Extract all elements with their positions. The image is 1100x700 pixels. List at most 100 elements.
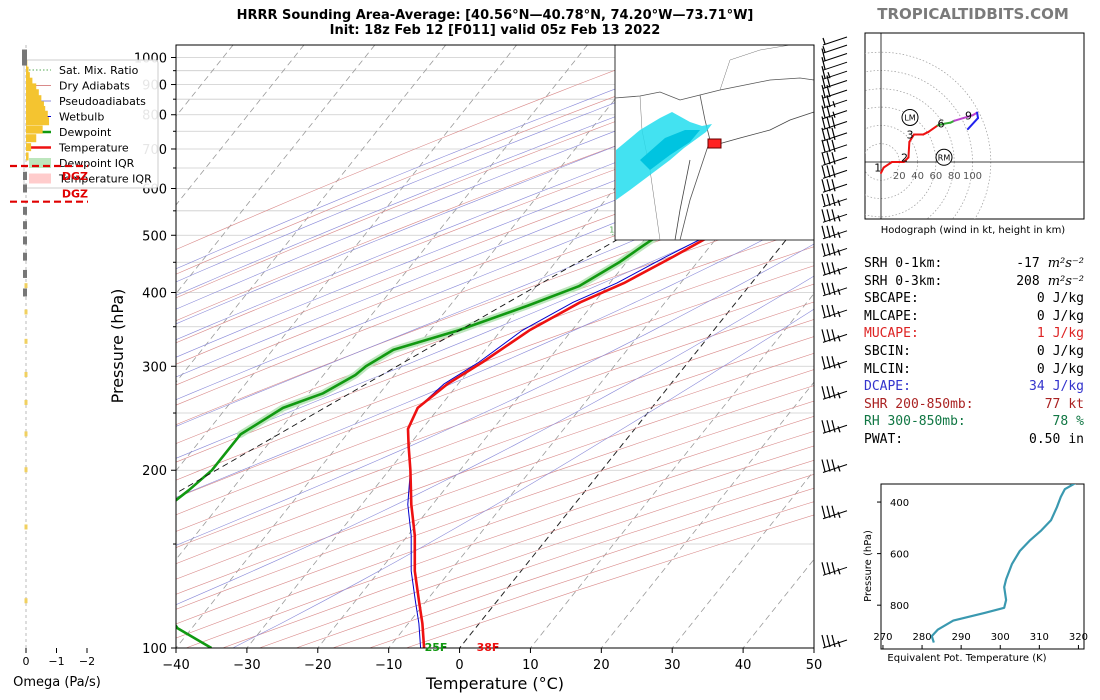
omega-bar: [26, 101, 44, 110]
wetbulb-line: [407, 167, 814, 648]
omega-axis-label: Omega (Pa/s): [13, 675, 101, 690]
wind-barb-shaft: [822, 144, 848, 154]
wind-barb-flag: [831, 127, 836, 141]
omega-bar: [23, 184, 27, 193]
legend-box: [23, 59, 159, 189]
hodograph-height-label: 6: [938, 118, 945, 131]
isotherm-line: [176, 45, 659, 648]
dry-adiabat-line: [176, 283, 814, 516]
param-number: 0: [1036, 308, 1045, 324]
param-value: 0 J/kg: [1037, 290, 1084, 308]
dry-adiabat-line: [176, 400, 814, 625]
param-unit: J/kg: [1052, 291, 1084, 307]
wind-barb-flag: [821, 262, 826, 275]
hodograph-segment: [966, 117, 979, 131]
theta-y-tick-label: 800: [890, 601, 909, 612]
wind-barb-half-flag: [832, 100, 836, 108]
wind-barb-shaft: [822, 70, 848, 80]
param-value: 1 J/kg: [1037, 325, 1084, 343]
dgz-label: DGZ: [62, 170, 88, 183]
x-tick-label: −10: [375, 658, 402, 673]
dry-adiabat-line: [176, 336, 814, 564]
isotherm-line: [246, 45, 730, 648]
wind-barb-flag: [831, 505, 836, 518]
wind-barb-half-flag: [837, 335, 841, 342]
dry-adiabat-line: [176, 227, 814, 463]
wind-barb-flag: [831, 165, 836, 178]
wind-barb-half-flag: [837, 426, 841, 433]
wind-barb-flag: [831, 304, 836, 318]
map-state-line: [719, 44, 791, 91]
theta-e-line: [930, 484, 1077, 643]
wind-barb-half-flag: [837, 465, 841, 472]
omega-bar: [24, 598, 28, 604]
wind-barb-flag: [831, 282, 836, 295]
location-marker: [707, 138, 722, 149]
wind-barb-half-flag: [822, 37, 826, 45]
omega-bar: [22, 49, 27, 66]
hodograph-ring-label: 100: [963, 171, 982, 182]
temperature-line: [406, 167, 814, 648]
theta-e-xlabel: Equivalent Pot. Temperature (K): [887, 653, 1046, 664]
storm-motion-label: LM: [904, 113, 915, 122]
omega-bar: [26, 77, 33, 86]
theta-e-plot: 270 280 290 300 310 320 400 600 800: [873, 484, 1088, 649]
omega-bar: [23, 252, 27, 261]
theta-x-tick-label: 320: [1069, 632, 1088, 643]
wind-barb-shaft: [822, 156, 848, 166]
wind-barb-flag: [826, 634, 831, 648]
omega-x-tick-label: 0: [23, 655, 30, 668]
wind-barb-shaft: [822, 213, 848, 223]
omega-x-tick-label: −2: [79, 655, 95, 668]
hodograph-segment: [907, 140, 911, 159]
wind-barb-flag: [831, 193, 836, 206]
theta-x-tick-label: 310: [1030, 632, 1049, 643]
omega-bar: [26, 143, 32, 152]
parameters-table: SRH 0-1km: -17 m²s⁻² SRH 0-3km: 208 m²s⁻² SBCA…: [864, 255, 1084, 449]
wind-barb-flag: [831, 386, 836, 399]
wind-barb-flag: [826, 105, 831, 118]
wind-barb-shaft: [822, 639, 848, 649]
wind-barb-flag: [831, 139, 836, 152]
param-number: -17: [1016, 256, 1040, 271]
wind-barb-flag: [826, 139, 831, 152]
wind-barb-flag: [821, 505, 826, 518]
param-unit: J/kg: [1052, 326, 1084, 342]
wind-barb-flag: [831, 152, 836, 165]
wind-barb-flag: [831, 209, 836, 222]
theta-e-panel: 270 280 290 300 310 320 400 600 800 Equivalent P…: [863, 483, 1088, 664]
wind-barb-flag: [821, 105, 826, 118]
wind-barb-shaft: [822, 61, 848, 71]
omega-bar: [26, 105, 46, 114]
omega-bar: [26, 72, 30, 81]
wind-barb-flag: [821, 85, 826, 98]
param-label: PWAT:: [864, 431, 904, 447]
param-unit: kt: [1068, 396, 1084, 412]
wind-barb-shaft: [822, 121, 848, 130]
omega-x-tick-label: −1: [48, 655, 64, 668]
param-row: SBCIN: 0 J/kg: [864, 343, 1084, 361]
hodograph-segment: [908, 133, 915, 143]
dry-adiabat-line: [176, 352, 814, 580]
wind-barb-flag: [826, 243, 831, 256]
omega-bar: [26, 83, 37, 92]
param-value: 0 J/kg: [1037, 361, 1084, 379]
wind-barb-flag: [821, 562, 826, 575]
param-unit: J/kg: [1052, 361, 1084, 377]
wind-barb-flag: [831, 420, 836, 433]
param-label: RH 300-850mb:: [864, 414, 966, 430]
pseudoadiabat-line: [176, 99, 814, 358]
wind-barb-flag: [821, 304, 826, 318]
wind-barb-shaft: [822, 44, 848, 54]
wind-barb-half-flag: [837, 392, 841, 399]
isotherm-line: [388, 115, 814, 648]
wind-barb-flag: [831, 634, 836, 648]
param-label: SRH 0-3km:: [864, 273, 943, 289]
wind-barb-flag: [821, 282, 826, 295]
hodograph-segment: [902, 156, 910, 163]
inset-map: [614, 44, 815, 241]
hodograph-segment: [962, 114, 974, 120]
param-value: 0 J/kg: [1037, 343, 1084, 361]
wind-barb-flag: [821, 179, 826, 192]
surface-temperature-label: 38F: [477, 641, 500, 654]
